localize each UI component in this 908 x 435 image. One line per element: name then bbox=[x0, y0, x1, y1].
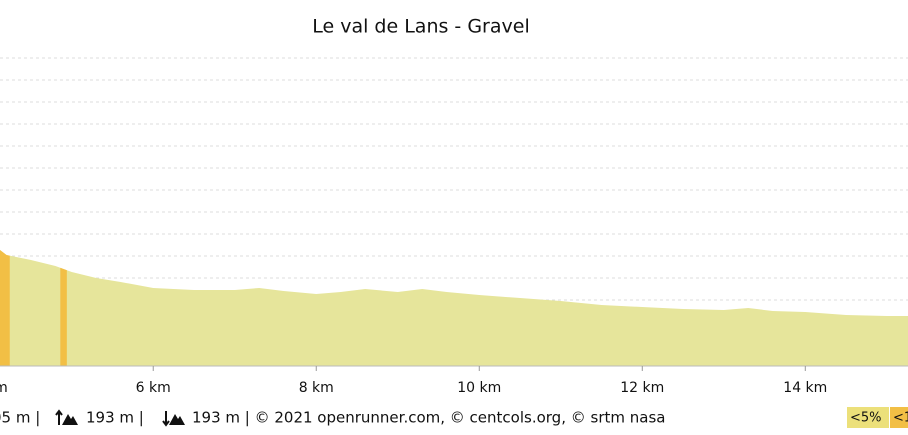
legend-swatch bbox=[847, 407, 889, 428]
x-tick-label: 4 km bbox=[0, 380, 8, 396]
x-tick-label: 6 km bbox=[136, 380, 171, 396]
elevation-area bbox=[0, 250, 908, 366]
x-tick-label: 14 km bbox=[783, 380, 827, 396]
footer-text: 193 m | bbox=[86, 409, 144, 427]
footer-text: 193 m | © 2021 openrunner.com, © centcol… bbox=[192, 409, 665, 427]
legend-label: <10% bbox=[893, 411, 908, 426]
legend-item: <5% bbox=[847, 407, 889, 428]
x-tick-label: 10 km bbox=[457, 380, 501, 396]
footer-text: 05 m | bbox=[0, 409, 40, 427]
chart-title: Le val de Lans - Gravel bbox=[312, 16, 529, 38]
descent-icon bbox=[162, 411, 185, 427]
x-tick-label: 8 km bbox=[299, 380, 334, 396]
legend-label: <5% bbox=[850, 411, 882, 426]
steep-section bbox=[60, 250, 67, 366]
legend-item: <10% bbox=[890, 407, 908, 428]
ascent-icon bbox=[55, 409, 78, 425]
steep-section bbox=[0, 250, 10, 366]
x-tick-label: 12 km bbox=[620, 380, 664, 396]
legend-swatch bbox=[890, 407, 908, 428]
